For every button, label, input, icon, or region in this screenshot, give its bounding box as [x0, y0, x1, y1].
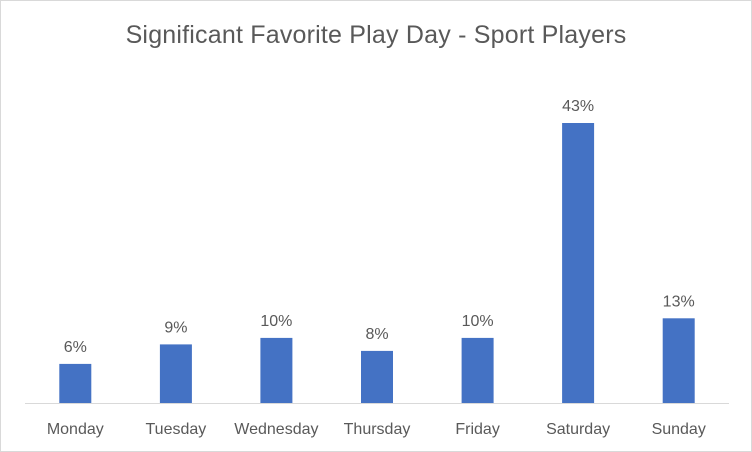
x-tick-label-saturday: Saturday	[546, 421, 610, 438]
bar-sunday	[662, 318, 695, 403]
data-label-sunday: 13%	[663, 293, 695, 310]
data-label-monday: 6%	[64, 339, 87, 356]
x-tick-label-monday: Monday	[47, 421, 104, 438]
x-tick-label-tuesday: Tuesday	[146, 421, 207, 438]
bar-friday	[461, 337, 494, 403]
x-tick-label-thursday: Thursday	[344, 421, 411, 438]
data-label-wednesday: 10%	[260, 313, 292, 330]
data-label-tuesday: 9%	[164, 319, 187, 336]
data-label-thursday: 8%	[365, 326, 388, 343]
data-label-saturday: 43%	[562, 98, 594, 115]
bar-tuesday	[159, 344, 192, 403]
x-tick-label-friday: Friday	[455, 421, 499, 438]
bar-wednesday	[260, 337, 293, 403]
bar-saturday	[562, 123, 595, 403]
data-label-friday: 10%	[462, 313, 494, 330]
bar-monday	[59, 363, 92, 403]
bar-thursday	[361, 350, 393, 403]
chart-title: Significant Favorite Play Day - Sport Pl…	[125, 21, 627, 49]
x-tick-label-sunday: Sunday	[652, 421, 706, 438]
x-tick-label-wednesday: Wednesday	[234, 421, 318, 438]
